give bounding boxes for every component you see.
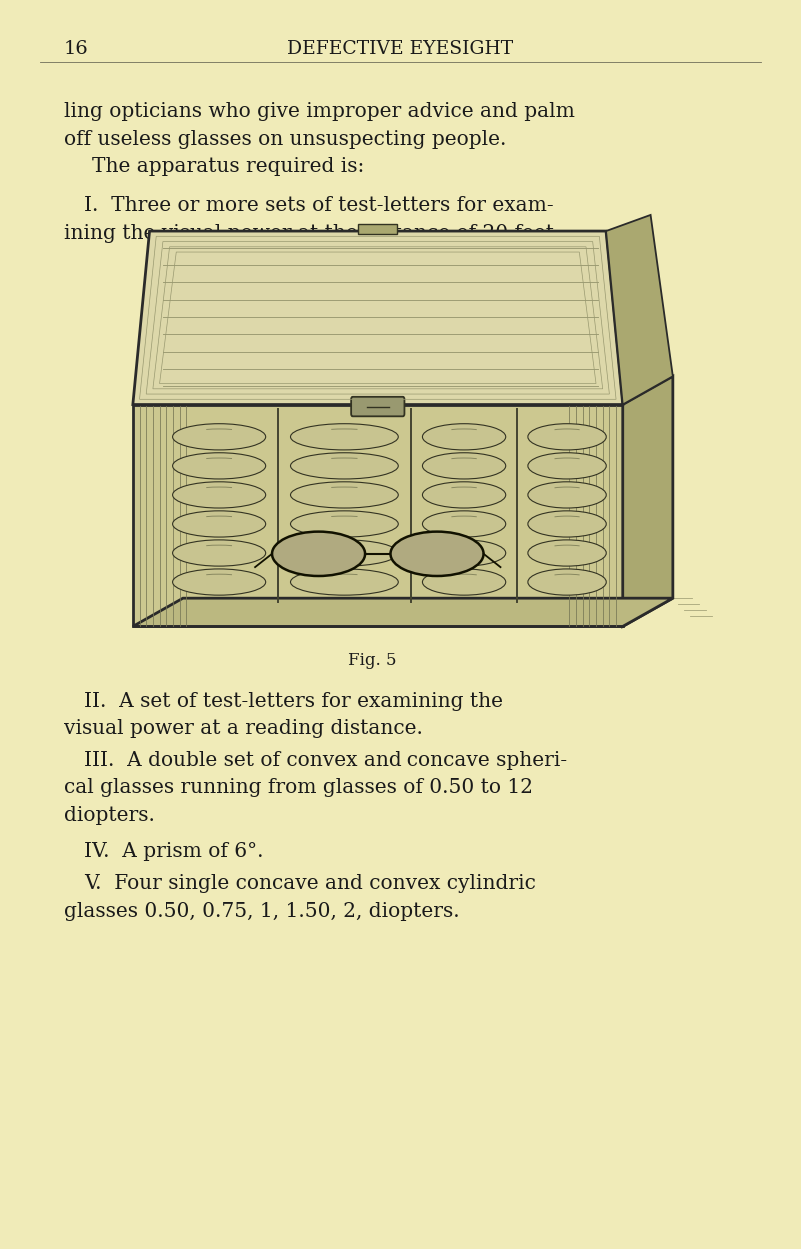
Polygon shape [606, 215, 673, 405]
Text: Fig. 5: Fig. 5 [348, 652, 397, 669]
Polygon shape [622, 376, 673, 627]
Text: off useless glasses on unsuspecting people.: off useless glasses on unsuspecting peop… [64, 130, 506, 149]
Ellipse shape [291, 482, 398, 508]
Ellipse shape [422, 482, 505, 508]
Ellipse shape [172, 511, 266, 537]
Ellipse shape [291, 511, 398, 537]
Ellipse shape [422, 452, 505, 478]
Text: 16: 16 [64, 40, 89, 57]
Text: ining the visual power at the distance of 20 feet.: ining the visual power at the distance o… [64, 224, 561, 242]
FancyBboxPatch shape [358, 225, 397, 234]
Ellipse shape [422, 570, 505, 596]
Ellipse shape [528, 482, 606, 508]
Ellipse shape [390, 532, 484, 576]
Text: glasses 0.50, 0.75, 1, 1.50, 2, diopters.: glasses 0.50, 0.75, 1, 1.50, 2, diopters… [64, 902, 460, 921]
Text: III.  A double set of convex and concave spheri-: III. A double set of convex and concave … [84, 751, 567, 769]
Text: diopters.: diopters. [64, 806, 155, 824]
Ellipse shape [291, 452, 398, 478]
Ellipse shape [172, 570, 266, 596]
Text: II.  A set of test-letters for examining the: II. A set of test-letters for examining … [84, 692, 503, 711]
Ellipse shape [422, 423, 505, 450]
Ellipse shape [528, 452, 606, 478]
FancyBboxPatch shape [351, 397, 405, 416]
Ellipse shape [528, 511, 606, 537]
Text: DEFECTIVE EYESIGHT: DEFECTIVE EYESIGHT [288, 40, 513, 57]
Ellipse shape [422, 540, 505, 566]
Ellipse shape [291, 570, 398, 596]
Ellipse shape [172, 482, 266, 508]
Ellipse shape [291, 423, 398, 450]
Ellipse shape [422, 511, 505, 537]
Text: IV.  A prism of 6°.: IV. A prism of 6°. [84, 842, 264, 861]
Text: cal glasses running from glasses of 0.50 to 12: cal glasses running from glasses of 0.50… [64, 778, 533, 797]
Ellipse shape [528, 540, 606, 566]
Ellipse shape [528, 570, 606, 596]
Polygon shape [133, 231, 622, 405]
Ellipse shape [172, 452, 266, 478]
Ellipse shape [172, 423, 266, 450]
Text: The apparatus required is:: The apparatus required is: [92, 157, 364, 176]
Ellipse shape [172, 540, 266, 566]
Text: V.  Four single concave and convex cylindric: V. Four single concave and convex cylind… [84, 874, 536, 893]
Text: visual power at a reading distance.: visual power at a reading distance. [64, 719, 423, 738]
Polygon shape [133, 598, 673, 627]
Polygon shape [133, 405, 622, 627]
Ellipse shape [272, 532, 365, 576]
Text: ling opticians who give improper advice and palm: ling opticians who give improper advice … [64, 102, 575, 121]
Ellipse shape [528, 423, 606, 450]
Text: I.  Three or more sets of test-letters for exam-: I. Three or more sets of test-letters fo… [84, 196, 553, 215]
Ellipse shape [291, 540, 398, 566]
